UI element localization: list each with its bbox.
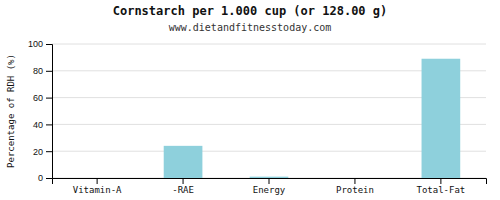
bar <box>78 178 117 179</box>
y-tick-mark <box>46 71 52 72</box>
grid-line <box>52 151 486 152</box>
y-tick: 0 <box>38 173 52 183</box>
x-tick-mark <box>440 178 441 184</box>
x-tick-label: Protein <box>336 185 374 195</box>
subtitle: www.dietandfitnesstoday.com <box>169 22 332 33</box>
x-tick-mark <box>269 178 270 184</box>
y-tick: 80 <box>33 66 52 76</box>
y-tick-mark <box>46 178 52 179</box>
x-axis-line <box>53 179 487 185</box>
y-tick: 40 <box>33 120 52 130</box>
y-tick-mark <box>46 151 52 152</box>
y-axis-line <box>46 45 53 179</box>
bar <box>336 178 375 179</box>
x-tick-mark <box>97 178 98 184</box>
y-tick-label: 20 <box>33 147 43 157</box>
x-tick-label: Energy <box>253 185 286 195</box>
y-tick-label: 80 <box>33 66 43 76</box>
bar <box>164 146 203 178</box>
plot: Vitamin-A -RAE Energy Protein Total-Fat 0 20 40… <box>28 39 487 195</box>
x-tick-label: Total-Fat <box>416 185 465 195</box>
bar <box>422 59 461 178</box>
x-tick: Protein <box>336 178 374 195</box>
bars <box>164 59 460 178</box>
x-tick: -RAE <box>172 178 194 195</box>
x-tick-mark <box>183 178 184 184</box>
y-tick-label: 100 <box>28 39 43 49</box>
bar <box>250 177 289 178</box>
y-tick-mark <box>46 98 52 99</box>
chart: Cornstarch per 1.000 cup (or 128.00 g) ww… <box>0 0 500 200</box>
y-axis: 0 20 40 60 80 100 <box>28 39 53 183</box>
x-tick: Energy <box>253 178 286 195</box>
y-axis-title: Percentage of RDH (%) <box>6 54 16 168</box>
x-tick: Vitamin-A <box>73 178 122 195</box>
y-tick-mark <box>46 124 52 125</box>
grid <box>52 44 486 178</box>
grid-line <box>52 70 486 71</box>
y-tick-label: 0 <box>38 173 43 183</box>
x-tick-label: Vitamin-A <box>73 185 122 195</box>
x-tick-mark <box>354 178 355 184</box>
y-tick-label: 60 <box>33 93 43 103</box>
y-tick: 100 <box>28 39 52 49</box>
y-tick: 20 <box>33 147 52 157</box>
y-tick-mark <box>46 44 52 45</box>
y-tick-label: 40 <box>33 120 43 130</box>
title: Cornstarch per 1.000 cup (or 128.00 g) <box>113 4 388 18</box>
grid-line <box>52 124 486 125</box>
y-tick: 60 <box>33 93 52 103</box>
grid-line <box>52 44 486 45</box>
x-tick-label: -RAE <box>172 185 194 195</box>
x-axis: Vitamin-A -RAE Energy Protein Total-Fat <box>53 178 487 195</box>
x-tick: Total-Fat <box>416 178 465 195</box>
grid-line <box>52 97 486 98</box>
